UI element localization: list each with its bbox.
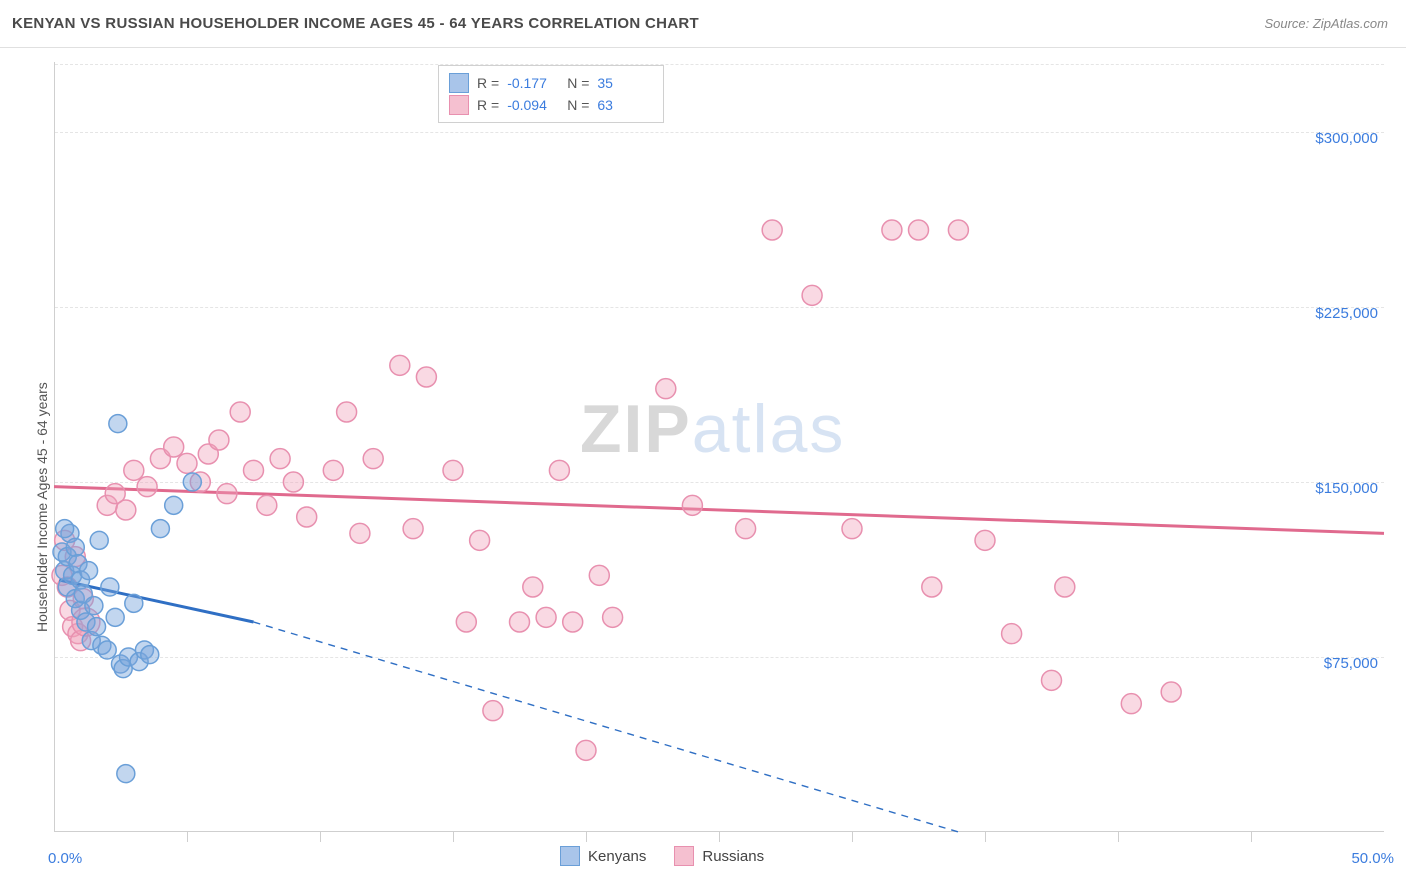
legend-swatch <box>560 846 580 866</box>
data-point <box>106 608 124 626</box>
data-point <box>656 379 676 399</box>
legend-label: Russians <box>702 848 764 865</box>
data-point <box>390 355 410 375</box>
data-point <box>842 519 862 539</box>
data-point <box>283 472 303 492</box>
data-point <box>217 484 237 504</box>
stat-r-value: -0.094 <box>507 94 559 116</box>
legend-swatch <box>449 73 469 93</box>
data-point <box>151 520 169 538</box>
data-point <box>116 500 136 520</box>
data-point <box>101 578 119 596</box>
stats-row: R = -0.094 N = 63 <box>449 94 649 116</box>
data-point <box>603 607 623 627</box>
data-point <box>510 612 530 632</box>
data-point <box>337 402 357 422</box>
data-point <box>230 402 250 422</box>
legend-item: Russians <box>674 846 764 866</box>
data-point <box>124 460 144 480</box>
data-point <box>802 285 822 305</box>
data-point <box>403 519 423 539</box>
data-point <box>1042 670 1062 690</box>
data-point <box>165 496 183 514</box>
data-point <box>85 597 103 615</box>
data-point <box>443 460 463 480</box>
data-point <box>350 523 370 543</box>
stat-n-label: N = <box>567 94 589 116</box>
data-point <box>137 477 157 497</box>
data-point <box>762 220 782 240</box>
data-point <box>244 460 264 480</box>
data-point <box>682 495 702 515</box>
data-point <box>1121 694 1141 714</box>
regression-line <box>54 487 1384 534</box>
stat-r-label: R = <box>477 72 499 94</box>
data-point <box>297 507 317 527</box>
plot-svg <box>0 0 1406 892</box>
data-point <box>922 577 942 597</box>
data-point <box>523 577 543 597</box>
data-point <box>563 612 583 632</box>
data-point <box>257 495 277 515</box>
stats-row: R = -0.177 N = 35 <box>449 72 649 94</box>
data-point <box>483 701 503 721</box>
data-point <box>177 453 197 473</box>
legend-label: Kenyans <box>588 848 646 865</box>
stat-n-label: N = <box>567 72 589 94</box>
data-point <box>270 449 290 469</box>
stats-legend: R = -0.177 N = 35 R = -0.094 N = 63 <box>438 65 664 123</box>
data-point <box>456 612 476 632</box>
stat-n-value: 35 <box>597 72 649 94</box>
data-point <box>109 415 127 433</box>
data-point <box>736 519 756 539</box>
data-point <box>80 562 98 580</box>
data-point <box>416 367 436 387</box>
data-point <box>1002 624 1022 644</box>
data-point <box>66 538 84 556</box>
data-point <box>576 740 596 760</box>
legend-swatch <box>674 846 694 866</box>
data-point <box>183 473 201 491</box>
data-point <box>536 607 556 627</box>
data-point <box>549 460 569 480</box>
data-point <box>56 520 74 538</box>
data-point <box>1055 577 1075 597</box>
data-point <box>88 618 106 636</box>
stat-r-value: -0.177 <box>507 72 559 94</box>
data-point <box>164 437 184 457</box>
data-point <box>90 531 108 549</box>
data-point <box>117 765 135 783</box>
data-point <box>98 641 116 659</box>
data-point <box>125 594 143 612</box>
data-point <box>209 430 229 450</box>
data-point <box>589 565 609 585</box>
stat-n-value: 63 <box>597 94 649 116</box>
data-point <box>323 460 343 480</box>
legend-swatch <box>449 95 469 115</box>
stat-r-label: R = <box>477 94 499 116</box>
series-legend: Kenyans Russians <box>560 846 764 866</box>
legend-item: Kenyans <box>560 846 646 866</box>
data-point <box>975 530 995 550</box>
data-point <box>909 220 929 240</box>
data-point <box>363 449 383 469</box>
data-point <box>882 220 902 240</box>
data-point <box>141 646 159 664</box>
data-point <box>1161 682 1181 702</box>
data-point <box>470 530 490 550</box>
regression-line <box>254 622 959 832</box>
data-point <box>948 220 968 240</box>
